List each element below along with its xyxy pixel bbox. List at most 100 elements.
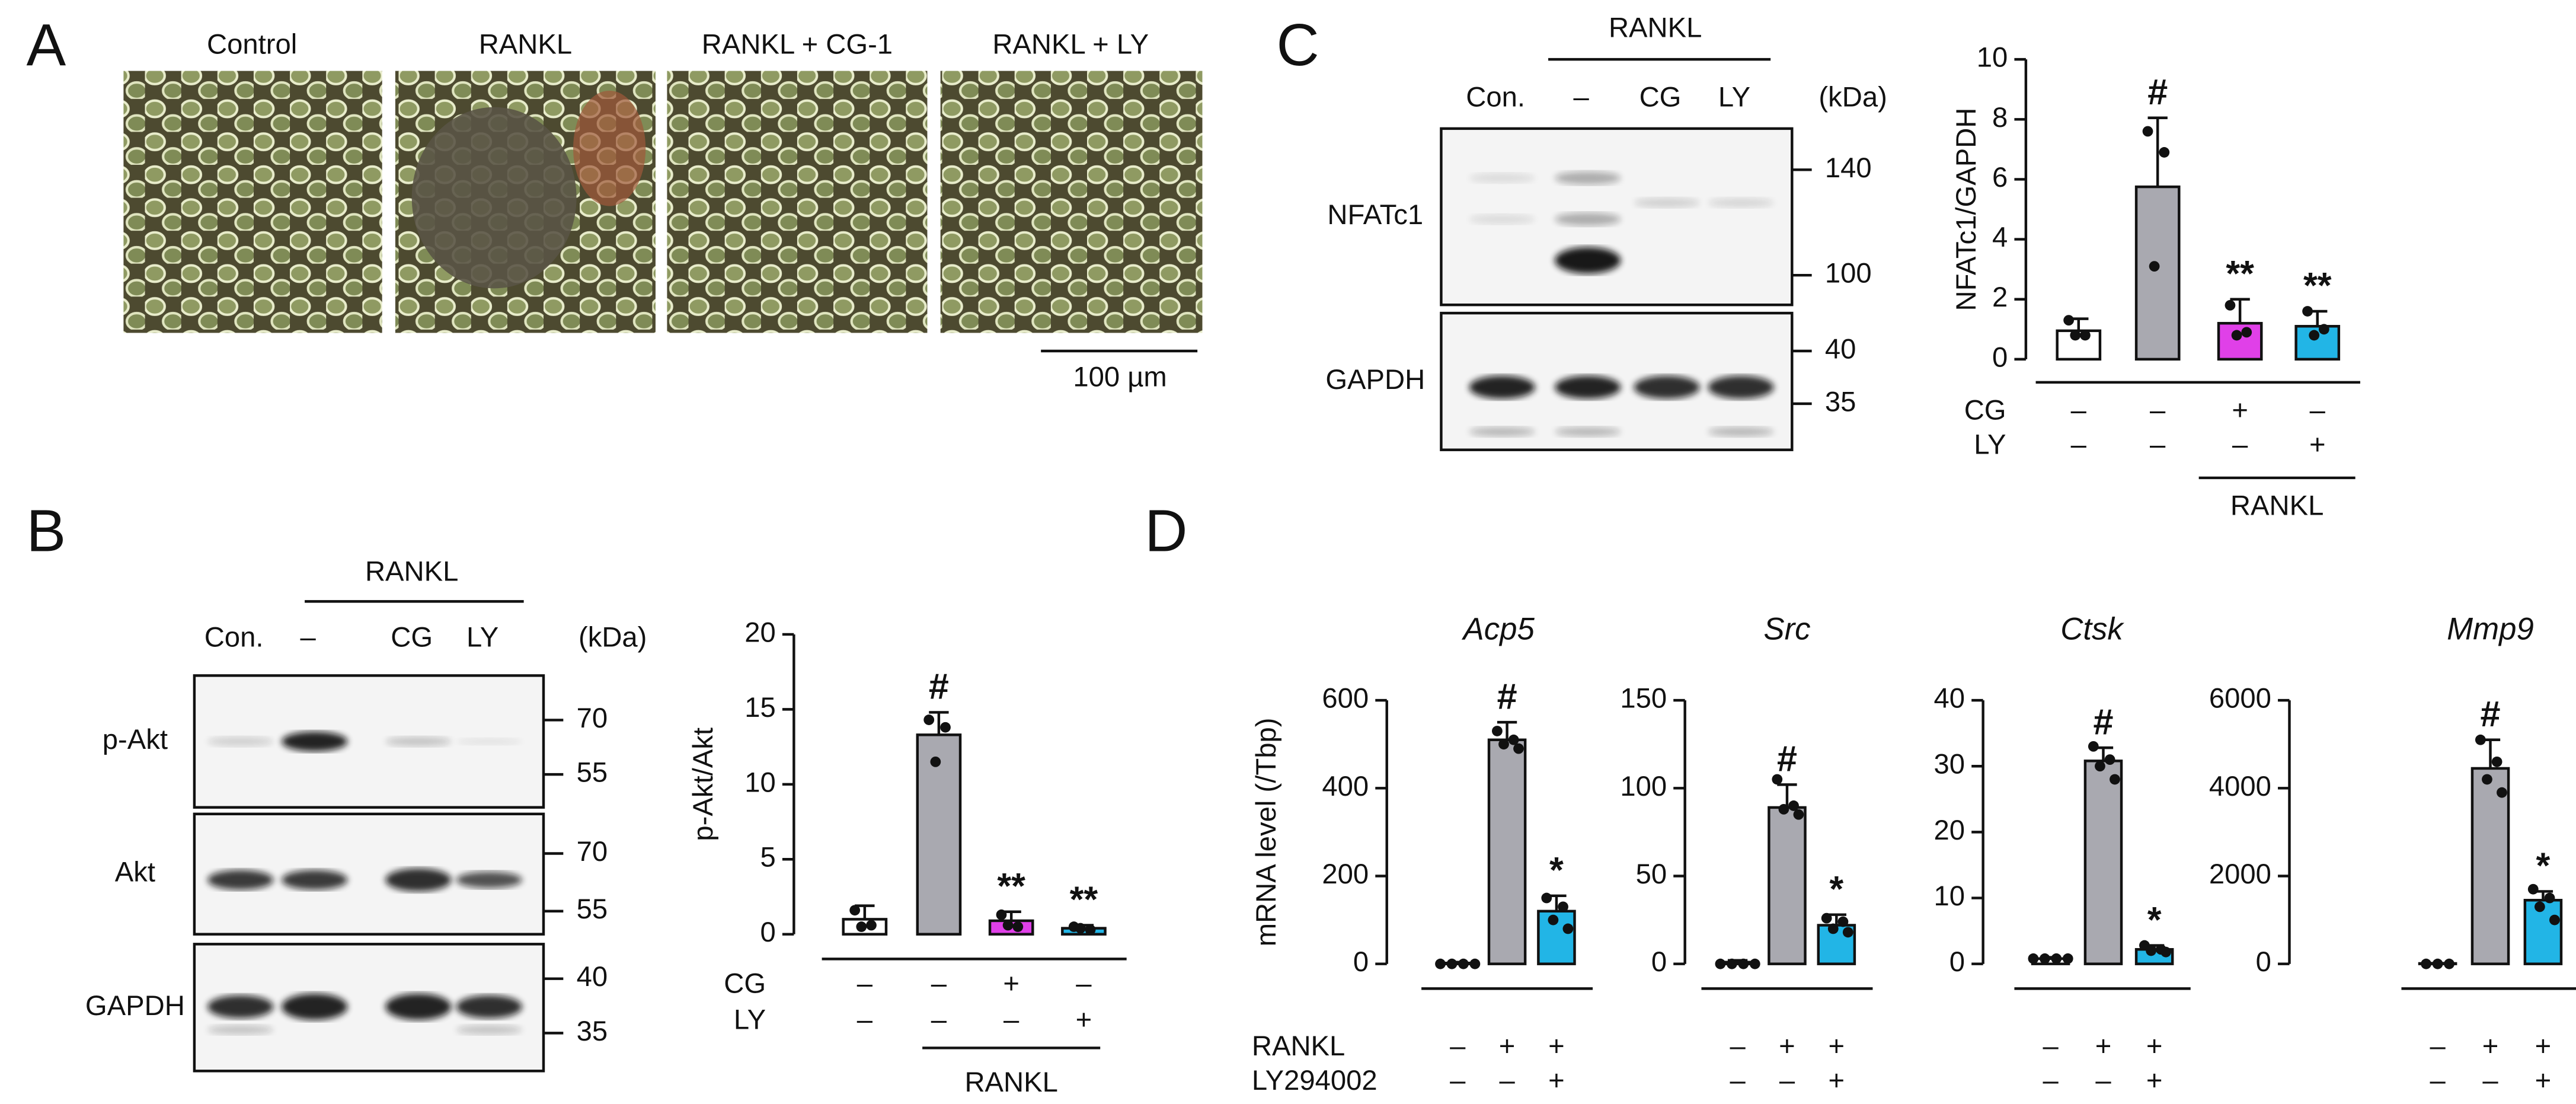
data-point	[1075, 923, 1086, 934]
data-point	[2070, 330, 2081, 341]
condition-label: RANKL	[479, 28, 572, 60]
data-point	[1458, 958, 1469, 969]
band	[1469, 426, 1535, 437]
y-tick-label: 0	[760, 917, 776, 948]
lane-label: –	[300, 622, 316, 653]
condition-mark: –	[1730, 1065, 1746, 1096]
band	[207, 1025, 274, 1035]
data-point	[2142, 126, 2153, 137]
data-point	[1513, 743, 1524, 754]
band	[1634, 197, 1700, 208]
band	[1555, 247, 1621, 274]
bar	[1487, 738, 1527, 965]
marker-label: 55	[577, 757, 608, 789]
data-point	[2527, 883, 2539, 895]
condition-mark: +	[1076, 1004, 1092, 1035]
data-point	[1002, 920, 1014, 931]
significance: **	[2303, 265, 2332, 305]
data-point	[1726, 958, 1737, 969]
condition-mark: +	[2146, 1030, 2163, 1062]
data-point	[2432, 958, 2443, 969]
y-axis-label: mRNA level (/Tbp)	[1251, 718, 1282, 947]
data-point	[1541, 892, 1552, 904]
condition-mark: +	[1499, 1030, 1516, 1062]
lane-label: CG	[391, 622, 433, 653]
data-point	[2110, 774, 2120, 785]
condition-mark: –	[2482, 1065, 2498, 1096]
condition-mark: +	[1779, 1030, 1795, 1062]
band	[1555, 171, 1621, 185]
lane-label: –	[1573, 81, 1589, 113]
data-point	[2482, 774, 2492, 785]
bar	[2083, 760, 2123, 965]
band	[207, 736, 274, 746]
lane-label: LY	[1718, 81, 1750, 113]
panel-label: C	[1277, 12, 1319, 78]
y-tick-label: 200	[1322, 859, 1369, 890]
error-bar	[1497, 720, 1517, 740]
data-point	[2302, 306, 2313, 317]
condition-mark: –	[1499, 1065, 1515, 1096]
condition-name: CG	[1964, 394, 2006, 426]
band	[1708, 375, 1774, 399]
band	[1469, 173, 1535, 183]
y-tick-label: 10	[744, 767, 776, 798]
band	[1555, 426, 1621, 437]
data-point	[2095, 761, 2105, 772]
significance: *	[1549, 850, 1564, 890]
marker-label: 70	[577, 703, 608, 734]
y-tick-label: 10	[1977, 42, 2008, 74]
y-tick-label: 30	[1934, 749, 1965, 780]
band	[207, 870, 274, 890]
condition-mark: +	[2146, 1065, 2163, 1096]
osteoclast	[573, 90, 646, 206]
bar	[2134, 185, 2181, 361]
lane-label: LY	[466, 622, 498, 653]
panel-label: B	[26, 498, 66, 564]
condition-mark: +	[1003, 968, 1019, 999]
data-point	[1469, 958, 1481, 969]
bar	[916, 733, 962, 936]
condition-name: LY	[1974, 429, 2006, 461]
band	[456, 738, 522, 745]
condition-mark: –	[2071, 429, 2087, 461]
data-point	[2421, 958, 2432, 969]
data-point	[2491, 756, 2503, 767]
band	[456, 1025, 522, 1035]
condition-mark: +	[2482, 1030, 2499, 1062]
y-tick-label: 6	[1992, 162, 2008, 193]
y-tick-label: 40	[1934, 683, 1965, 714]
error-bar	[855, 904, 875, 920]
condition-mark: –	[2310, 394, 2326, 426]
bar	[842, 918, 888, 936]
condition-mark: –	[2095, 1065, 2111, 1096]
data-point	[849, 905, 861, 916]
data-point	[2062, 953, 2073, 964]
band	[456, 995, 522, 1019]
marker-label: 35	[1825, 386, 1856, 417]
condition-mark: +	[1548, 1065, 1565, 1096]
data-point	[1508, 734, 1519, 745]
band	[282, 993, 348, 1020]
y-tick-label: 10	[1934, 880, 1965, 912]
y-axis-label: NFATc1/GAPDH	[1951, 108, 1982, 311]
significance: #	[1497, 676, 1517, 716]
data-point	[2241, 327, 2252, 338]
y-tick-label: 100	[1620, 771, 1667, 802]
condition-mark: –	[1779, 1065, 1795, 1096]
data-point	[1772, 774, 1783, 785]
y-tick-label: 0	[1992, 342, 2008, 373]
data-point	[2104, 754, 2115, 765]
data-point	[2444, 958, 2454, 969]
data-point	[2475, 734, 2486, 745]
data-point	[2544, 892, 2555, 904]
lane-label: Con.	[204, 622, 264, 653]
data-point	[1548, 914, 1559, 926]
condition-name: LY	[734, 1004, 766, 1035]
data-point	[1446, 958, 1458, 969]
data-point	[1749, 958, 1760, 969]
marker-label: 140	[1825, 152, 1872, 184]
scale-bar-label: 100 µm	[1073, 362, 1166, 393]
condition-mark: –	[2150, 394, 2166, 426]
